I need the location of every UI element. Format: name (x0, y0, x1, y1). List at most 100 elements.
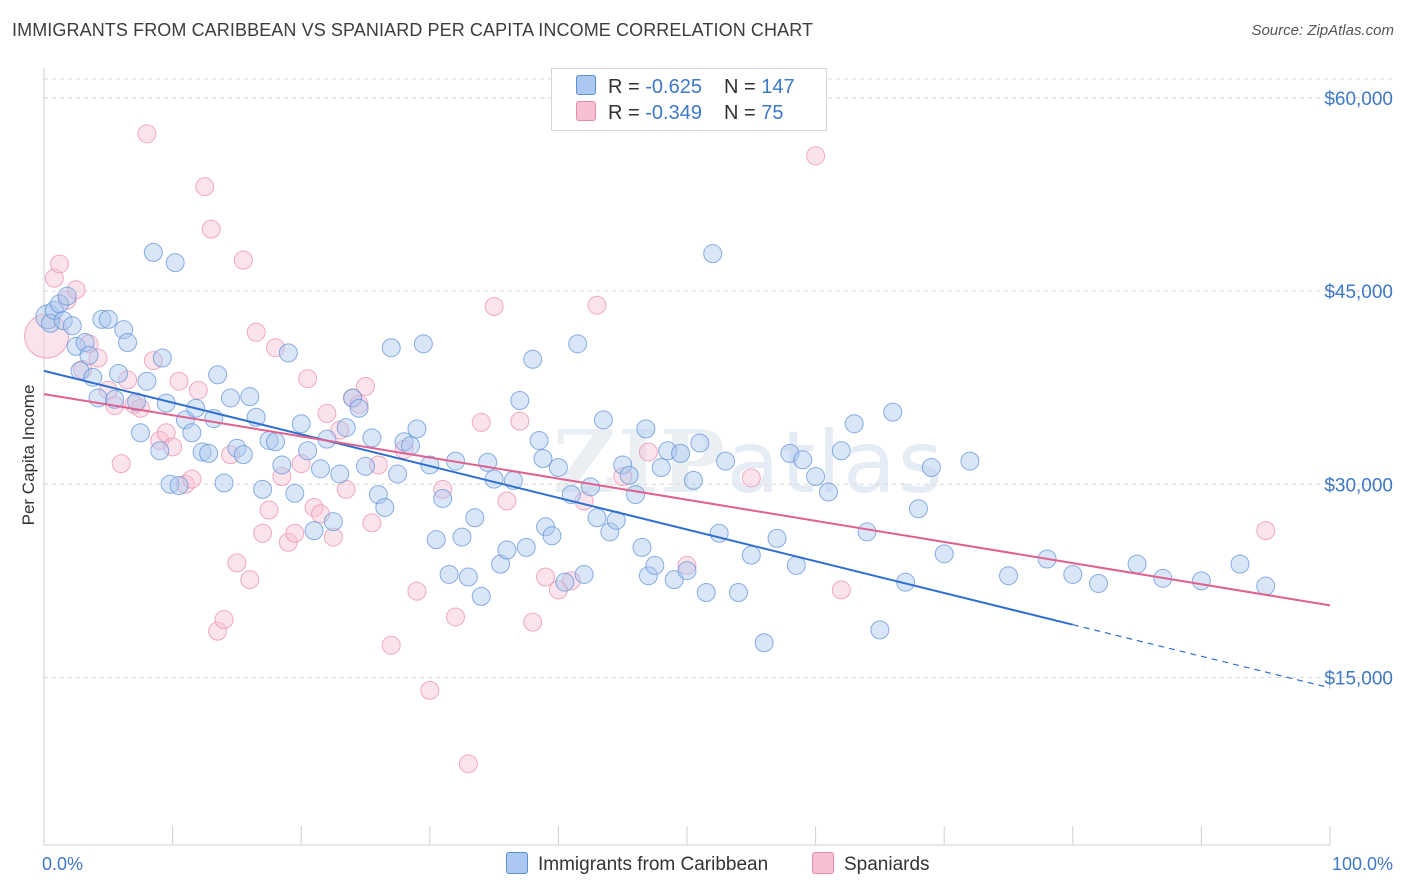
spaniard-point (471, 412, 491, 432)
caribbean-point (199, 443, 219, 463)
caribbean-point (169, 476, 189, 496)
caribbean-point (118, 333, 138, 353)
caribbean-point (484, 469, 504, 489)
caribbean-point (114, 320, 134, 340)
caribbean-point (844, 414, 864, 434)
caribbean-point (683, 470, 703, 490)
caribbean-point (568, 334, 588, 354)
caribbean-point (664, 570, 684, 590)
legend-swatch-pink (812, 852, 834, 874)
caribbean-point (831, 441, 851, 461)
caribbean-point (152, 348, 172, 368)
caribbean-point (465, 508, 485, 528)
spaniard-point (587, 295, 607, 315)
caribbean-point (137, 371, 157, 391)
spaniard-point (356, 376, 375, 396)
caribbean-point (1089, 573, 1109, 593)
spaniard-point (253, 523, 273, 543)
caribbean-point (716, 451, 736, 471)
caribbean-point (555, 572, 575, 592)
caribbean-point (1127, 554, 1147, 574)
caribbean-point (413, 334, 433, 354)
spaniard-point (806, 146, 826, 166)
spaniard-point (548, 580, 568, 600)
caribbean-point (130, 423, 150, 443)
caribbean-point (651, 458, 671, 478)
caribbean-point (626, 485, 646, 505)
legend-row-spaniards: R = -0.349 N = 75 (576, 101, 783, 127)
caribbean-point (619, 465, 639, 485)
caribbean-point (587, 508, 607, 528)
caribbean-point (1256, 576, 1276, 596)
spaniard-point (285, 523, 305, 543)
caribbean-point (574, 564, 594, 584)
caribbean-point (471, 586, 491, 606)
legend-r-label: R = (608, 102, 646, 124)
caribbean-point (818, 482, 838, 502)
spaniard-point (613, 467, 633, 487)
caribbean-point (150, 441, 170, 461)
caribbean-point (497, 540, 517, 560)
x-tick-label: 100.0% (1332, 854, 1393, 874)
caribbean-point (908, 499, 928, 519)
caribbean-point (208, 365, 228, 385)
legend-label: Spaniards (844, 854, 930, 875)
caribbean-point (636, 419, 656, 439)
caribbean-point (703, 244, 723, 264)
spaniard-point (638, 442, 658, 462)
caribbean-point (109, 363, 129, 383)
spaniard-point (458, 754, 478, 774)
caribbean-point (343, 388, 363, 408)
spaniard-point (259, 500, 279, 520)
caribbean-point (533, 449, 553, 468)
caribbean-trend-line (43, 369, 1074, 626)
spaniard-point (169, 371, 189, 391)
caribbean-point (581, 477, 601, 497)
caribbean-point (265, 432, 285, 452)
legend-n-label: N = (723, 102, 762, 124)
caribbean-point (593, 410, 613, 430)
spaniard-point (298, 369, 318, 389)
caribbean-point (728, 582, 748, 602)
y-tick-label: $45,000 (1324, 282, 1393, 303)
source-note: Source: ZipAtlas.com (1251, 22, 1394, 39)
caribbean-point (516, 537, 536, 557)
caribbean-point (767, 528, 787, 548)
legend-item-spaniards[interactable]: Spaniards (812, 852, 930, 876)
caribbean-point (165, 253, 185, 273)
caribbean-point (632, 537, 652, 557)
caribbean-point (786, 555, 806, 575)
legend-row-caribbean: R = -0.625 N = 147 (576, 75, 795, 101)
caribbean-point (349, 398, 369, 418)
caribbean-point (381, 338, 401, 358)
watermark: ZIPatlas (553, 412, 945, 513)
spaniard-point (201, 219, 221, 239)
caribbean-point (105, 389, 125, 409)
caribbean-point (529, 430, 549, 450)
spaniard-point (317, 403, 337, 423)
caribbean-point (857, 522, 877, 542)
caribbean-point (491, 554, 511, 574)
caribbean-point (741, 545, 761, 565)
spaniard-point (195, 177, 215, 197)
spaniard-point (208, 621, 228, 641)
caribbean-point (1063, 564, 1083, 584)
spaniard-point (497, 491, 517, 511)
spaniard-point (381, 635, 401, 655)
caribbean-point (754, 633, 774, 653)
caribbean-point (79, 345, 99, 365)
x-tick-label: 0.0% (42, 854, 83, 874)
caribbean-point (439, 564, 459, 584)
caribbean-point (92, 309, 112, 329)
legend-item-caribbean[interactable]: Immigrants from Caribbean (506, 852, 768, 876)
y-tick-label: $15,000 (1324, 669, 1393, 690)
spaniard-point (137, 124, 157, 144)
legend-r-value: -0.349 (645, 102, 702, 124)
caribbean-point (310, 459, 330, 479)
caribbean-point (362, 428, 382, 448)
spaniard-point (362, 513, 382, 533)
spaniard-point (407, 581, 427, 601)
caribbean-point (401, 436, 421, 456)
caribbean-point (388, 464, 408, 484)
